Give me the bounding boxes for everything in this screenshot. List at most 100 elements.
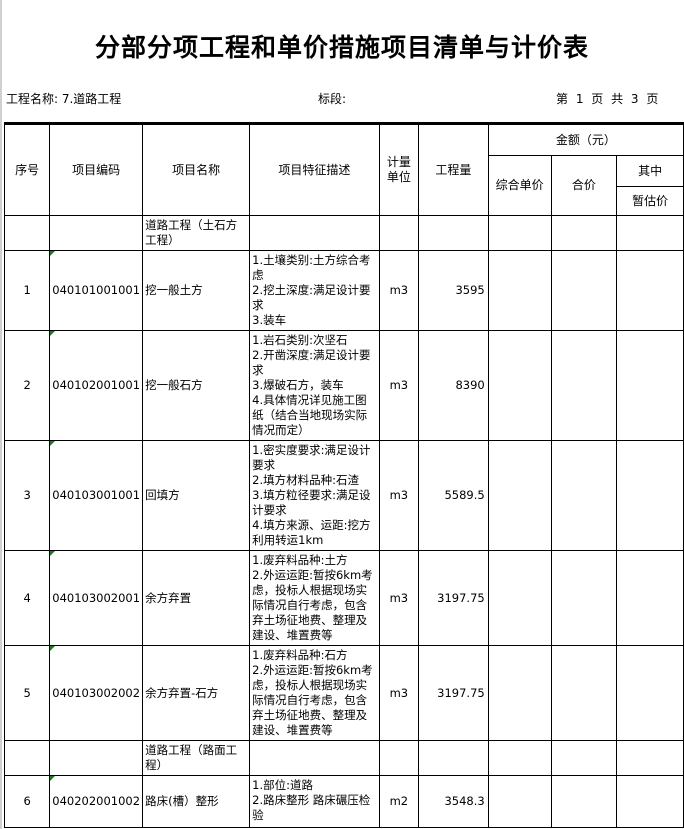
cell-qty[interactable]: 5589.5 — [418, 440, 489, 551]
cell-total[interactable] — [550, 330, 618, 441]
header-unit: 计量 单位 — [378, 123, 420, 216]
cell-qty[interactable]: 3197.75 — [418, 550, 489, 646]
cell-total[interactable] — [550, 775, 618, 828]
cell-seq[interactable]: 6 — [3, 775, 51, 828]
header-amount: 金额（元） — [487, 123, 684, 156]
cell-provisional[interactable] — [616, 775, 684, 828]
cell-seq[interactable]: 3 — [3, 440, 51, 551]
header-desc: 项目特征描述 — [249, 123, 380, 216]
cell-name[interactable]: 道路工程（土石方工程） — [142, 215, 251, 251]
section-row: 道路工程（路面工程） — [3, 740, 684, 776]
cell-unit[interactable]: m3 — [378, 330, 420, 441]
cell-name[interactable]: 余方弃置-石方 — [142, 645, 251, 741]
cell-provisional[interactable] — [616, 250, 684, 331]
cell-name[interactable]: 回填方 — [142, 440, 251, 551]
cell-name[interactable]: 道路工程（路面工程） — [142, 740, 251, 776]
cell-desc[interactable] — [249, 215, 380, 251]
section-label: 标段: — [318, 92, 347, 106]
section-row: 道路工程（土石方工程） — [3, 215, 684, 251]
cell-total[interactable] — [550, 645, 618, 741]
cell-unit-price[interactable] — [487, 250, 552, 331]
header-code: 项目编码 — [49, 123, 144, 216]
comment-indicator-icon — [50, 441, 56, 446]
cell-seq[interactable] — [3, 215, 51, 251]
cell-code[interactable]: 040103001001 — [49, 440, 144, 551]
table-row: 2 040102001001 挖一般石方 1.岩石类别:次坚石 2.开凿深度:满足设计… — [3, 330, 684, 441]
cell-unit[interactable]: m3 — [378, 440, 420, 551]
cell-provisional[interactable] — [616, 440, 684, 551]
cell-unit[interactable]: m3 — [378, 250, 420, 331]
cell-unit-price[interactable] — [487, 775, 552, 828]
cell-desc[interactable]: 1.土壤类别:土方综合考虑 2.挖土深度:满足设计要求 3.装车 — [249, 250, 380, 331]
cell-provisional[interactable] — [616, 215, 684, 251]
cell-desc[interactable]: 1.密实度要求:满足设计要求 2.填方材料品种:石渣 3.填方粒径要求:满足设计… — [249, 440, 380, 551]
header-seq: 序号 — [3, 123, 51, 216]
comment-indicator-icon — [50, 331, 56, 336]
cell-name[interactable]: 挖一般土方 — [142, 250, 251, 331]
cell-desc[interactable]: 1.废弃料品种:土方 2.外运运距:暂按6km考虑，投标人根据现场实际情况自行考… — [249, 550, 380, 646]
cell-code[interactable]: 040103002002 — [49, 645, 144, 741]
cell-provisional[interactable] — [616, 550, 684, 646]
cell-desc[interactable]: 1.废弃料品种:石方 2.外运运距:暂按6km考虑，投标人根据现场实际情况自行考… — [249, 645, 380, 741]
cell-qty[interactable]: 3548.3 — [418, 775, 489, 828]
cell-unit[interactable]: m3 — [378, 550, 420, 646]
bill-table: 序号 项目编码 项目名称 项目特征描述 计量 单位 工程量 金额（元） 综合单价… — [3, 122, 684, 828]
cell-desc[interactable]: 1.岩石类别:次坚石 2.开凿深度:满足设计要求 3.爆破石方，装车 4.具体情… — [249, 330, 380, 441]
cell-code[interactable]: 040202001002 — [49, 775, 144, 828]
comment-indicator-icon — [50, 776, 56, 781]
sheet-gridline — [0, 0, 2, 829]
cell-total[interactable] — [550, 550, 618, 646]
cell-seq[interactable]: 5 — [3, 645, 51, 741]
cell-provisional[interactable] — [616, 330, 684, 441]
cell-unit-price[interactable] — [487, 550, 552, 646]
table-row: 6 040202001002 路床(槽）整形 1.部位:道路 2.路床整形 路床碾压检… — [3, 775, 684, 828]
cell-name[interactable]: 路床(槽）整形 — [142, 775, 251, 828]
cell-desc[interactable]: 1.部位:道路 2.路床整形 路床碾压检验 — [249, 775, 380, 828]
cell-seq[interactable]: 2 — [3, 330, 51, 441]
page-info: 第 1 页 共 3 页 — [556, 92, 659, 106]
comment-indicator-icon — [50, 646, 56, 651]
cell-seq[interactable]: 4 — [3, 550, 51, 646]
page-title: 分部分项工程和单价措施项目清单与计价表 — [94, 33, 589, 62]
cell-qty[interactable]: 3197.75 — [418, 645, 489, 741]
cell-unit-price[interactable] — [487, 215, 552, 251]
cell-qty[interactable]: 3595 — [418, 250, 489, 331]
header-name: 项目名称 — [142, 123, 251, 216]
cell-unit-price[interactable] — [487, 440, 552, 551]
cell-code[interactable] — [49, 215, 144, 251]
cell-seq[interactable]: 1 — [3, 250, 51, 331]
cell-unit-price[interactable] — [487, 645, 552, 741]
table-row: 5 040103002002 余方弃置-石方 1.废弃料品种:石方 2.外运运距:暂按… — [3, 645, 684, 741]
cell-desc[interactable] — [249, 740, 380, 776]
project-name: 工程名称: 7.道路工程 — [6, 92, 122, 106]
cell-total[interactable] — [550, 740, 618, 776]
cell-provisional[interactable] — [616, 645, 684, 741]
cell-name[interactable]: 挖一般石方 — [142, 330, 251, 441]
cell-unit[interactable] — [378, 215, 420, 251]
cell-total[interactable] — [550, 440, 618, 551]
cell-unit-price[interactable] — [487, 330, 552, 441]
cell-provisional[interactable] — [616, 740, 684, 776]
cell-qty[interactable] — [418, 215, 489, 251]
cell-qty[interactable] — [418, 740, 489, 776]
cell-code[interactable] — [49, 740, 144, 776]
cell-name[interactable]: 余方弃置 — [142, 550, 251, 646]
cell-unit-price[interactable] — [487, 740, 552, 776]
cell-code[interactable]: 040103002001 — [49, 550, 144, 646]
cell-qty[interactable]: 8390 — [418, 330, 489, 441]
comment-indicator-icon — [50, 551, 56, 556]
cell-code[interactable]: 040101001001 — [49, 250, 144, 331]
table-row: 4 040103002001 余方弃置 1.废弃料品种:土方 2.外运运距:暂按6km… — [3, 550, 684, 646]
table-row: 1 040101001001 挖一般土方 1.土壤类别:土方综合考虑 2.挖土深度:满… — [3, 250, 684, 331]
cell-unit[interactable] — [378, 740, 420, 776]
cell-unit[interactable]: m3 — [378, 645, 420, 741]
header-unit-price: 综合单价 — [487, 155, 552, 216]
cell-total[interactable] — [550, 215, 618, 251]
header-total: 合价 — [550, 155, 618, 216]
header-provisional: 暂估价 — [616, 186, 684, 216]
header-qty: 工程量 — [418, 123, 489, 216]
cell-code[interactable]: 040102001001 — [49, 330, 144, 441]
cell-seq[interactable] — [3, 740, 51, 776]
cell-total[interactable] — [550, 250, 618, 331]
cell-unit[interactable]: m2 — [378, 775, 420, 828]
